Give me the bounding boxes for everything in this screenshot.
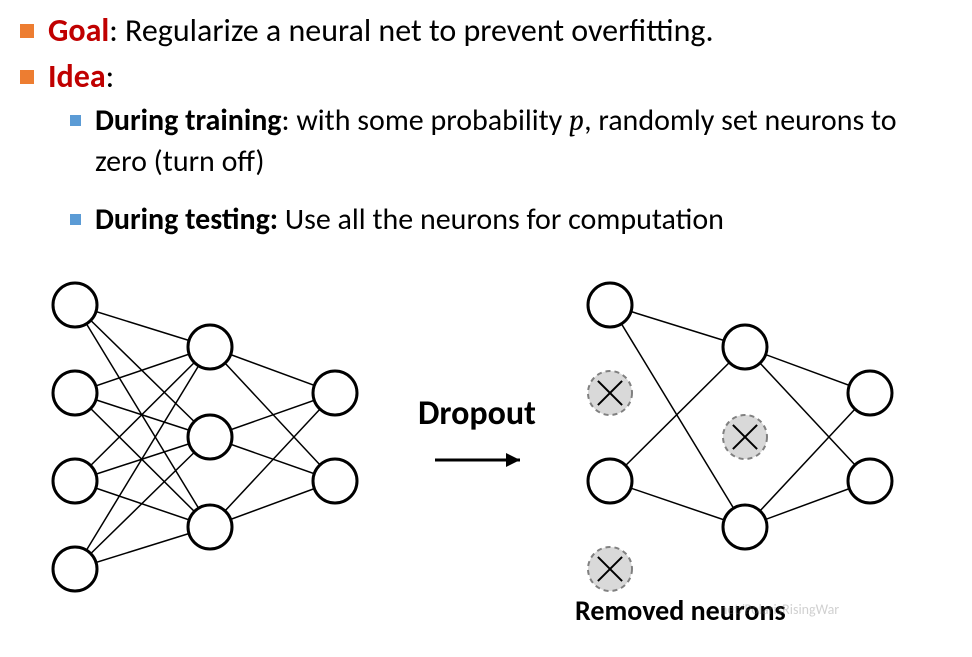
sub1-row: During training: with some probability p… [70,101,952,182]
bullet-icon [70,115,81,126]
sub1-text-a: : with some probability [282,102,569,139]
diagram-area: Dropout Removed neurons net/PolarisRisin… [20,265,950,625]
network-diagram [20,265,950,625]
dropout-label: Dropout [418,393,536,434]
sub1-var: p [569,103,584,138]
idea-colon: : [106,57,115,96]
bullet-icon [20,24,34,38]
sub-list: During training: with some probability p… [70,101,952,241]
sub2-rest: Use all the neurons for computation [278,201,724,238]
bullet-icon [20,70,34,84]
goal-bullet-row: Goal: Regularize a neural net to prevent… [20,10,952,52]
goal-label: Goal [48,11,109,50]
idea-line: Idea: [48,56,114,98]
sub2-bold: During testing: [95,201,278,238]
sub1-bold: During training [95,102,282,139]
idea-bullet-row: Idea: [20,56,952,98]
sub2-row: During testing: Use all the neurons for … [70,200,952,241]
goal-text: : Regularize a neural net to prevent ove… [109,11,713,50]
watermark: net/PolarisRisingWar [720,601,839,618]
idea-label: Idea [48,57,106,96]
sub2-text: During testing: Use all the neurons for … [95,200,724,241]
sub1-text: During training: with some probability p… [95,101,952,182]
goal-line: Goal: Regularize a neural net to prevent… [48,10,714,52]
bullet-icon [70,214,81,225]
